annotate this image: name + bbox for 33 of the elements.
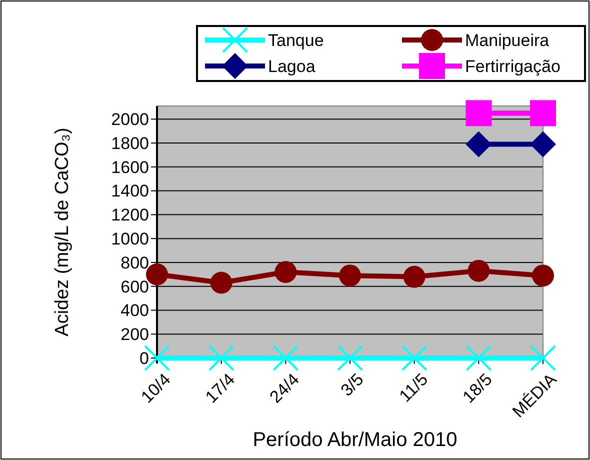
point: [530, 131, 556, 158]
point: [466, 100, 492, 126]
point: [401, 345, 428, 371]
y-tick-label: 1200: [111, 206, 149, 225]
y-tick-label: 0: [140, 348, 149, 368]
point: [468, 260, 490, 282]
legend-label: Lagoa: [268, 56, 316, 76]
legend-label: Tanque: [268, 30, 324, 50]
legend-label: Fertirrigação: [465, 56, 560, 76]
point: [210, 272, 232, 294]
y-tick-label: 2000: [111, 110, 149, 130]
point: [339, 264, 361, 287]
point: [530, 100, 556, 126]
point: [337, 345, 363, 371]
y-axis-title: Acidez (mg/L de CaCO₃): [52, 128, 73, 336]
point: [274, 261, 297, 284]
y-tick-label: 1400: [111, 182, 149, 201]
point: [272, 345, 299, 371]
point: [403, 266, 426, 288]
point: [466, 345, 492, 371]
y-tick-label: 400: [120, 301, 149, 320]
y-tick-label: 1800: [111, 134, 149, 153]
y-tick-label: 600: [120, 277, 149, 296]
x-tick-label: 3/5: [337, 370, 368, 400]
point: [530, 345, 556, 371]
point: [208, 345, 234, 371]
legend-label: Manipueira: [465, 30, 550, 50]
point: [532, 264, 554, 287]
y-tick-label: 800: [120, 253, 149, 272]
y-tick-label: 1600: [111, 158, 149, 177]
y-tick-label: 200: [120, 325, 149, 344]
x-axis-title: Período Abr/Maio 2010: [252, 429, 458, 451]
y-tick-label: 1000: [111, 230, 149, 249]
